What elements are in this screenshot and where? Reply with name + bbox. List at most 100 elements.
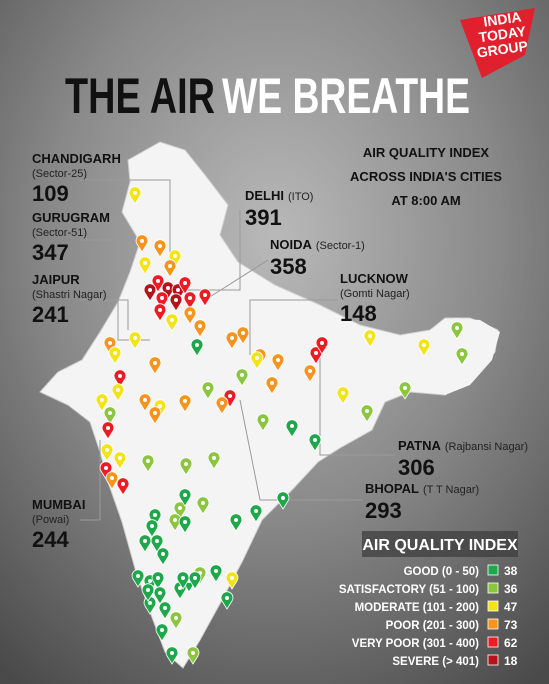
subtitle: ACROSS INDIA'S CITIES	[350, 169, 502, 184]
pin-dot	[178, 586, 182, 590]
aqi-pin	[336, 386, 350, 405]
pin-dot	[230, 336, 234, 340]
aqi-pin	[111, 383, 125, 402]
pin-dot	[118, 456, 122, 460]
legend-count: 18	[504, 654, 518, 668]
subtitle: AIR QUALITY INDEX	[363, 145, 489, 160]
pin-dot	[255, 356, 259, 360]
pin-dot	[133, 191, 137, 195]
pin-dot	[240, 373, 244, 377]
pin-dot	[403, 386, 407, 390]
aqi-pin	[207, 451, 221, 470]
leader-line	[180, 210, 241, 291]
aqi-pin	[285, 419, 299, 438]
aqi-pin	[113, 369, 127, 388]
aqi-pin	[198, 288, 212, 307]
legend-label: POOR (201 - 300)	[386, 620, 479, 632]
legend-swatch	[487, 582, 499, 594]
pin-dot	[170, 651, 174, 655]
legend-swatch	[487, 564, 499, 576]
pin-dot	[183, 493, 187, 497]
pin-dot	[121, 482, 125, 486]
aqi-pin	[103, 336, 117, 355]
city-location: (Powai)	[32, 514, 69, 526]
aqi-pin	[141, 583, 155, 602]
aqi-pin	[265, 376, 279, 395]
pin-dot	[168, 264, 172, 268]
aqi-pin	[363, 329, 377, 348]
city-location: (Shastri Nagar)	[32, 289, 107, 301]
aqi-pin	[186, 646, 200, 665]
city-name: LUCKNOW	[340, 271, 409, 286]
pin-dot	[176, 288, 180, 292]
city-name: PATNA	[398, 438, 441, 453]
city-name: MUMBAI	[32, 497, 85, 512]
aqi-value: 148	[340, 301, 377, 326]
pin-dot	[225, 596, 229, 600]
aqi-pin	[148, 508, 162, 527]
aqi-pin	[128, 186, 142, 205]
city-location: (Sector-1)	[316, 240, 365, 252]
title-part1: THE AIR	[65, 68, 215, 124]
logo-text: TODAY	[478, 23, 528, 46]
city-name: DELHI	[245, 188, 284, 203]
legend-swatch	[487, 600, 499, 612]
pin-dot	[313, 438, 317, 442]
pin-dot	[422, 343, 426, 347]
aqi-value: 306	[398, 455, 435, 480]
pin-dot	[181, 576, 185, 580]
aqi-pin	[183, 291, 197, 310]
aqi-pin	[193, 319, 207, 338]
legend-title-bg	[362, 531, 518, 557]
pin-dot	[143, 398, 147, 402]
pin-dot	[148, 579, 152, 583]
pin-dot	[173, 254, 177, 258]
aqi-pin	[153, 303, 167, 322]
legend-swatch	[487, 636, 499, 648]
aqi-pin	[215, 396, 229, 415]
aqi-value: 347	[32, 240, 69, 265]
pin-dot	[158, 244, 162, 248]
leader-line	[80, 299, 129, 330]
pin-dot	[140, 239, 144, 243]
pin-dot	[156, 279, 160, 283]
aqi-pin	[113, 451, 127, 470]
pin-dot	[155, 539, 159, 543]
aqi-pin	[148, 356, 162, 375]
aqi-pin	[225, 571, 239, 590]
pin-dot	[153, 513, 157, 517]
aqi-value: 109	[32, 181, 69, 206]
leader-line	[239, 399, 362, 501]
aqi-value: 293	[365, 498, 402, 523]
pin-dot	[195, 343, 199, 347]
aqi-pin	[151, 571, 165, 590]
aqi-value: 241	[32, 302, 69, 327]
aqi-pin	[169, 293, 183, 312]
aqi-pin	[155, 623, 169, 642]
aqi-value: 358	[270, 254, 307, 279]
aqi-pin	[417, 338, 431, 357]
aqi-pin	[178, 276, 192, 295]
aqi-pin	[178, 394, 192, 413]
legend-count: 38	[504, 564, 518, 578]
pin-dot	[230, 576, 234, 580]
aqi-pin	[156, 547, 170, 566]
leader-line	[319, 350, 395, 456]
pin-dot	[220, 401, 224, 405]
pin-dot	[206, 386, 210, 390]
legend-count: 47	[504, 600, 518, 614]
aqi-pin	[100, 443, 114, 462]
pin-dot	[110, 476, 114, 480]
aqi-pin	[95, 393, 109, 412]
aqi-pin	[169, 611, 183, 630]
aqi-pin	[455, 347, 469, 366]
aqi-pin	[165, 313, 179, 332]
city-location: (Gomti Nagar)	[340, 288, 410, 300]
pin-dot	[188, 311, 192, 315]
aqi-pin	[276, 491, 290, 510]
aqi-pin	[103, 406, 117, 425]
pin-dot	[160, 296, 164, 300]
aqi-pin	[165, 646, 179, 665]
pin-dot	[341, 391, 345, 395]
